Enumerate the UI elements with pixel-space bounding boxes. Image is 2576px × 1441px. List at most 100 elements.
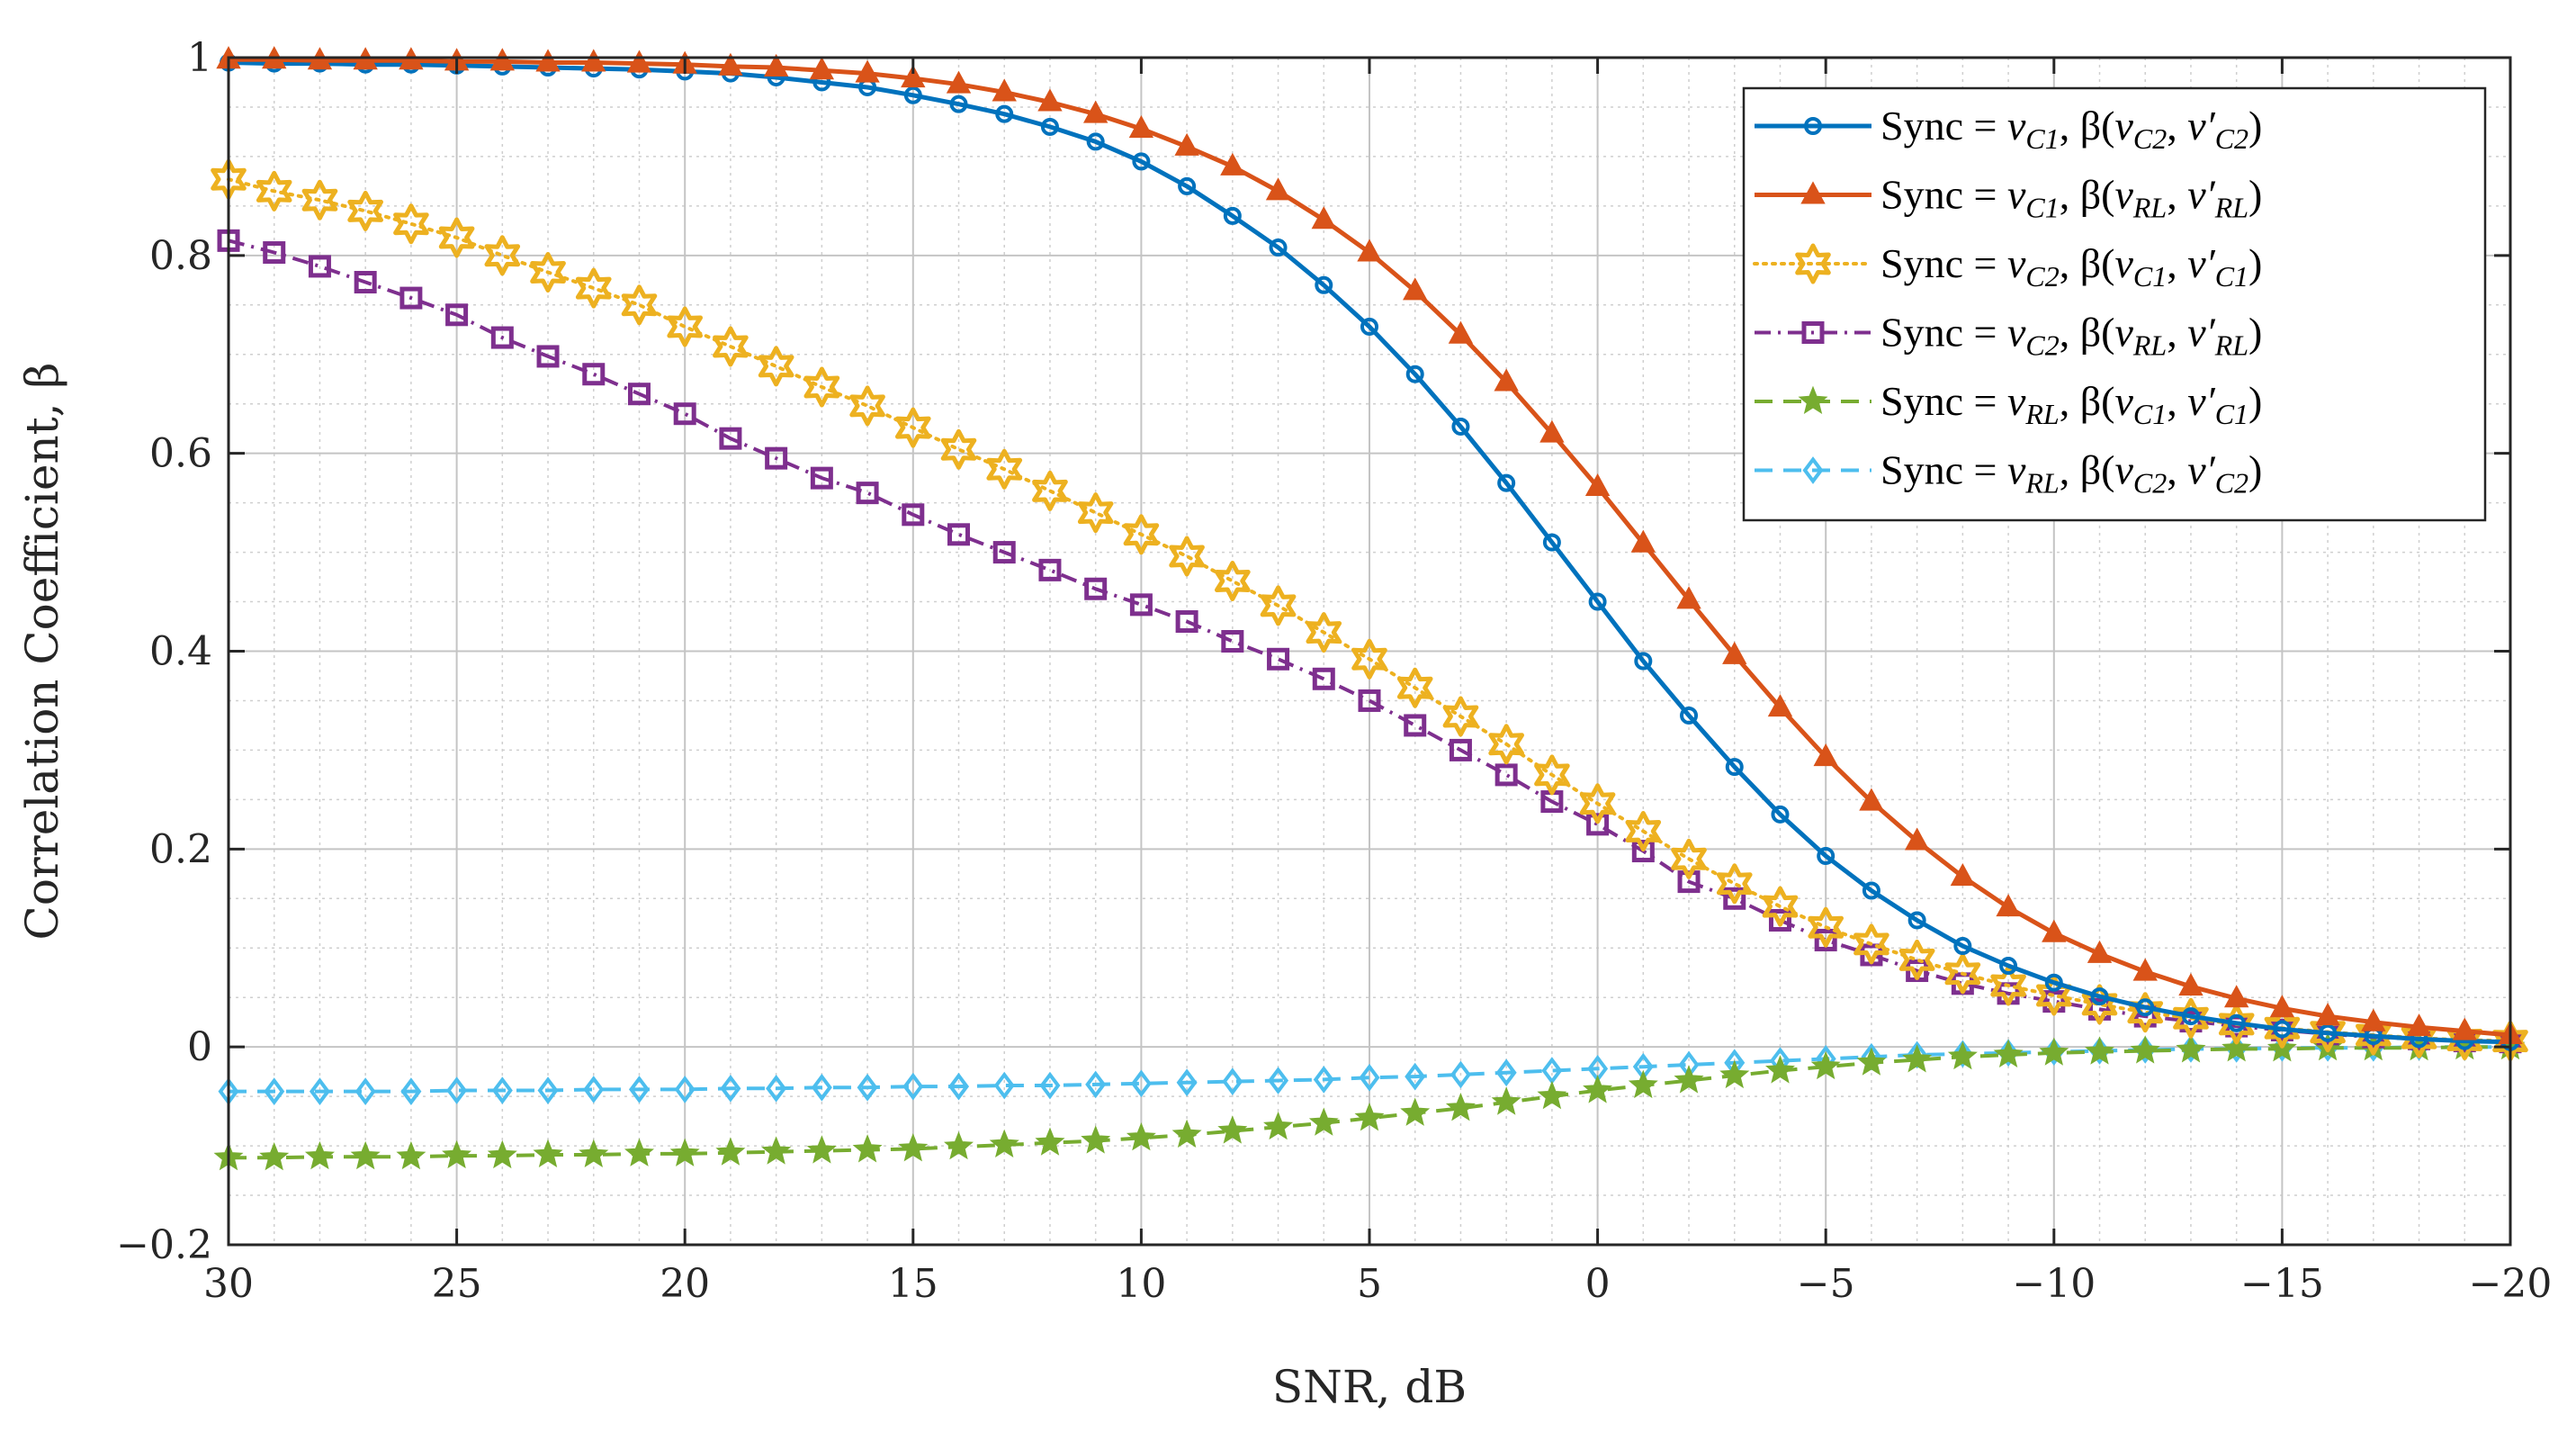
data-point bbox=[1716, 863, 1753, 905]
data-point bbox=[1725, 758, 1744, 777]
data-point bbox=[2223, 985, 2249, 1008]
data-point bbox=[2406, 1013, 2432, 1037]
data-point bbox=[487, 1139, 517, 1169]
data-point bbox=[667, 306, 703, 347]
data-point bbox=[1765, 1055, 1795, 1084]
data-point bbox=[720, 1074, 741, 1103]
x-tick-label: −15 bbox=[2240, 1261, 2324, 1307]
data-point bbox=[309, 1077, 330, 1105]
legend: Sync = vC1, β(vC2, v′C2) Sync = vC1, β(vR… bbox=[1742, 86, 2487, 522]
y-tick-label: 0.6 bbox=[149, 431, 212, 477]
data-point bbox=[1762, 886, 1799, 927]
legend-label: Sync = vRL, β(vC1, v′C1) bbox=[1880, 378, 2262, 430]
data-point bbox=[264, 1077, 285, 1105]
data-point bbox=[2264, 1007, 2301, 1049]
data-point bbox=[810, 466, 833, 490]
data-point bbox=[1403, 277, 1428, 301]
x-tick-label: −5 bbox=[1797, 1261, 1855, 1307]
data-point bbox=[1265, 177, 1291, 201]
data-point bbox=[855, 59, 880, 83]
data-point bbox=[1814, 928, 1837, 951]
data-point bbox=[895, 407, 931, 448]
data-point bbox=[396, 1140, 426, 1170]
data-point bbox=[628, 1076, 650, 1103]
series-2 bbox=[216, 46, 2523, 1044]
data-point bbox=[2221, 1033, 2252, 1062]
data-point bbox=[1035, 1127, 1065, 1156]
data-point bbox=[902, 1072, 924, 1101]
data-point bbox=[2269, 995, 2295, 1018]
legend-entry: Sync = vRL, β(vC2, v′C2) bbox=[1755, 447, 2262, 500]
data-point bbox=[1215, 561, 1251, 601]
data-point bbox=[1315, 275, 1333, 294]
data-point bbox=[1494, 763, 1518, 787]
data-point bbox=[1630, 529, 1656, 553]
y-axis-label: Correlation Coefficient, β bbox=[16, 363, 68, 941]
data-point bbox=[2173, 997, 2209, 1039]
data-point bbox=[2176, 1034, 2206, 1063]
data-point bbox=[1405, 1062, 1426, 1091]
data-point bbox=[308, 255, 331, 278]
data-point bbox=[1808, 906, 1844, 948]
data-point bbox=[1950, 863, 1976, 887]
data-point bbox=[354, 271, 377, 294]
data-point bbox=[713, 326, 749, 367]
data-point bbox=[1268, 1067, 1289, 1094]
data-point bbox=[304, 1140, 335, 1170]
data-point bbox=[1952, 1040, 1973, 1068]
data-point bbox=[582, 363, 606, 386]
data-point bbox=[2181, 1007, 2200, 1026]
data-point bbox=[1086, 132, 1105, 151]
data-point bbox=[1077, 492, 1114, 534]
data-point bbox=[1810, 1050, 1841, 1080]
legend-label: Sync = vRL, β(vC2, v′C2) bbox=[1880, 447, 2262, 500]
data-point bbox=[1085, 1070, 1107, 1099]
data-point bbox=[1588, 592, 1607, 611]
data-point bbox=[535, 49, 561, 72]
legend-label: Sync = vC2, β(vRL, v′RL) bbox=[1880, 310, 2262, 362]
data-point bbox=[1400, 1097, 1431, 1126]
data-point bbox=[1405, 365, 1424, 383]
data-point bbox=[669, 1138, 700, 1166]
data-point bbox=[263, 241, 286, 265]
data-point bbox=[621, 284, 658, 326]
data-point bbox=[1221, 630, 1244, 653]
data-point bbox=[2130, 1035, 2160, 1064]
data-point bbox=[1497, 473, 1516, 492]
data-point bbox=[811, 1073, 832, 1102]
legend-entry: Sync = vC2, β(vC1, v′C1) bbox=[1753, 240, 2262, 293]
data-point bbox=[491, 1076, 513, 1104]
data-point bbox=[1495, 1058, 1517, 1087]
data-point bbox=[1944, 953, 1981, 995]
x-tick-label: −10 bbox=[2012, 1261, 2096, 1307]
series-line bbox=[228, 239, 2511, 1044]
data-point bbox=[355, 1077, 376, 1105]
data-point bbox=[674, 1076, 696, 1103]
data-point bbox=[1542, 533, 1561, 552]
data-point bbox=[490, 326, 514, 349]
y-tick-label: −0.2 bbox=[116, 1222, 212, 1268]
data-point bbox=[718, 52, 743, 76]
data-point bbox=[1990, 965, 2026, 1006]
legend-box bbox=[1742, 86, 2487, 522]
data-point bbox=[1722, 641, 1747, 664]
data-point bbox=[2085, 1036, 2114, 1065]
data-point bbox=[1176, 1068, 1198, 1097]
data-point bbox=[1719, 1059, 1750, 1089]
data-point bbox=[1351, 638, 1387, 680]
data-point bbox=[1174, 132, 1199, 156]
data-point bbox=[949, 95, 968, 113]
data-point bbox=[806, 1135, 837, 1164]
legend-label: Sync = vC1, β(vC2, v′C2) bbox=[1880, 103, 2262, 155]
data-point bbox=[484, 235, 521, 276]
x-tick-label: 0 bbox=[1585, 1261, 1611, 1307]
data-point bbox=[1175, 610, 1198, 634]
legend-marker bbox=[1802, 456, 1824, 484]
data-point bbox=[626, 50, 652, 73]
x-tick-label: 20 bbox=[660, 1261, 710, 1307]
data-point bbox=[1907, 911, 1926, 930]
data-point bbox=[1442, 696, 1479, 737]
data-point bbox=[1947, 1040, 1978, 1070]
data-point bbox=[1494, 368, 1519, 392]
data-point bbox=[1128, 115, 1154, 139]
